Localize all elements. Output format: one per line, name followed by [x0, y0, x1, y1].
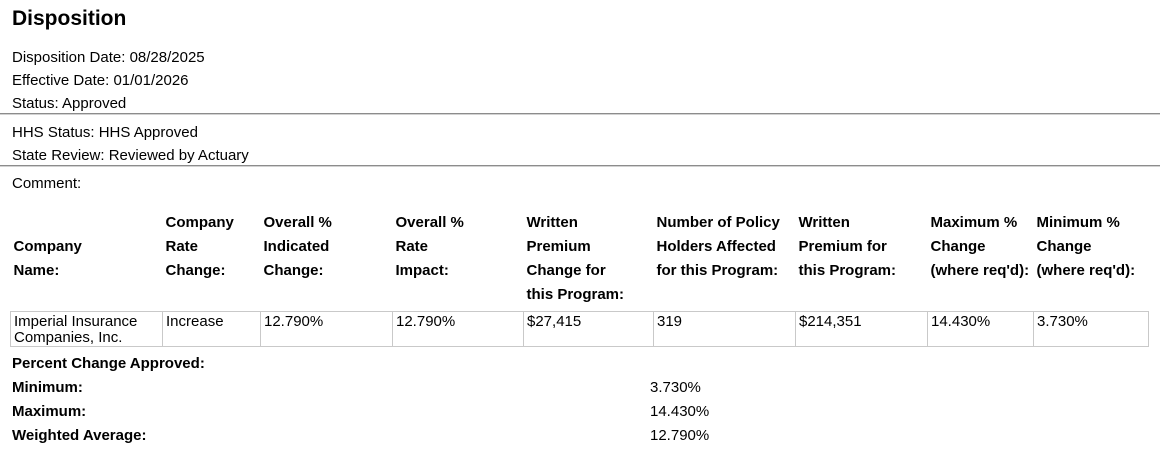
status-label: Status:: [12, 95, 59, 112]
col-header-written-premium-change: Written Premium Change for this Program:: [526, 214, 625, 303]
disposition-details-block: Disposition Date: 08/28/2025 Effective D…: [0, 46, 1160, 115]
cell-written-premium-change: $27,415: [523, 311, 654, 347]
cell-overall-rate-impact: 12.790%: [392, 311, 524, 347]
summary-weighted-average-label: Weighted Average:: [12, 427, 147, 444]
cell-maximum-change: 14.430%: [927, 311, 1034, 347]
cell-policy-holders-affected: 319: [653, 311, 796, 347]
disposition-page: Disposition Disposition Date: 08/28/2025…: [0, 8, 1160, 469]
summary-maximum-row: Maximum: 14.430%: [0, 400, 1160, 424]
summary-minimum-label: Minimum:: [12, 379, 83, 396]
col-header-written-premium: Written Premium for this Program:: [798, 214, 897, 279]
summary-heading-row: Percent Change Approved:: [0, 352, 1160, 376]
state-review-value: Reviewed by Actuary: [108, 147, 249, 164]
review-details-block: HHS Status: HHS Approved State Review: R…: [0, 121, 1160, 167]
effective-date-value: 01/01/2026: [113, 72, 189, 89]
rate-detail-table: Company Name: Company Rate Change: Overa…: [10, 211, 1149, 347]
disposition-date-value: 08/28/2025: [129, 49, 205, 66]
status-value: Approved: [62, 95, 127, 112]
cell-company-rate-change: Increase: [162, 311, 261, 347]
divider: [0, 165, 1160, 167]
status-line: Status: Approved: [0, 92, 1160, 115]
comment-label: Comment:: [12, 175, 82, 192]
effective-date-label: Effective Date:: [12, 72, 110, 89]
col-header-overall-rate-impact: Overall % Rate Impact:: [395, 214, 464, 279]
summary-maximum-label: Maximum:: [12, 403, 87, 420]
state-review-label: State Review:: [12, 147, 105, 164]
summary-weighted-average-row: Weighted Average: 12.790%: [0, 424, 1160, 448]
cell-company-name: Imperial Insurance Companies, Inc.: [10, 311, 163, 347]
summary-heading: Percent Change Approved:: [12, 355, 205, 372]
comment-line: Comment:: [0, 172, 1160, 195]
col-header-minimum-change: Minimum % Change (where req'd):: [1036, 214, 1136, 279]
hhs-status-value: HHS Approved: [98, 124, 198, 141]
percent-change-summary: Percent Change Approved: Minimum: 3.730%…: [0, 352, 1160, 448]
state-review-line: State Review: Reviewed by Actuary: [0, 144, 1160, 167]
summary-minimum-value: 3.730%: [650, 379, 701, 396]
col-header-company-rate-change: Company Rate Change:: [165, 214, 234, 279]
table-header-row: Company Name: Company Rate Change: Overa…: [11, 211, 1149, 312]
col-header-policy-holders-affected: Number of Policy Holders Affected for th…: [656, 214, 780, 279]
summary-weighted-average-value: 12.790%: [650, 427, 710, 444]
divider: [0, 113, 1160, 115]
hhs-status-line: HHS Status: HHS Approved: [0, 121, 1160, 144]
hhs-status-label: HHS Status:: [12, 124, 95, 141]
page-title: Disposition: [12, 7, 127, 30]
col-header-maximum-change: Maximum % Change (where req'd):: [930, 214, 1030, 279]
table-row: Imperial Insurance Companies, Inc. Incre…: [10, 311, 1149, 347]
disposition-date-line: Disposition Date: 08/28/2025: [0, 46, 1160, 69]
effective-date-line: Effective Date: 01/01/2026: [0, 69, 1160, 92]
summary-maximum-value: 14.430%: [650, 403, 710, 420]
cell-written-premium: $214,351: [795, 311, 928, 347]
disposition-date-label: Disposition Date:: [12, 49, 126, 66]
summary-minimum-row: Minimum: 3.730%: [0, 376, 1160, 400]
col-header-company-name: Company Name:: [13, 238, 82, 279]
cell-overall-indicated-change: 12.790%: [260, 311, 393, 347]
cell-minimum-change: 3.730%: [1033, 311, 1149, 347]
col-header-overall-indicated-change: Overall % Indicated Change:: [263, 214, 332, 279]
